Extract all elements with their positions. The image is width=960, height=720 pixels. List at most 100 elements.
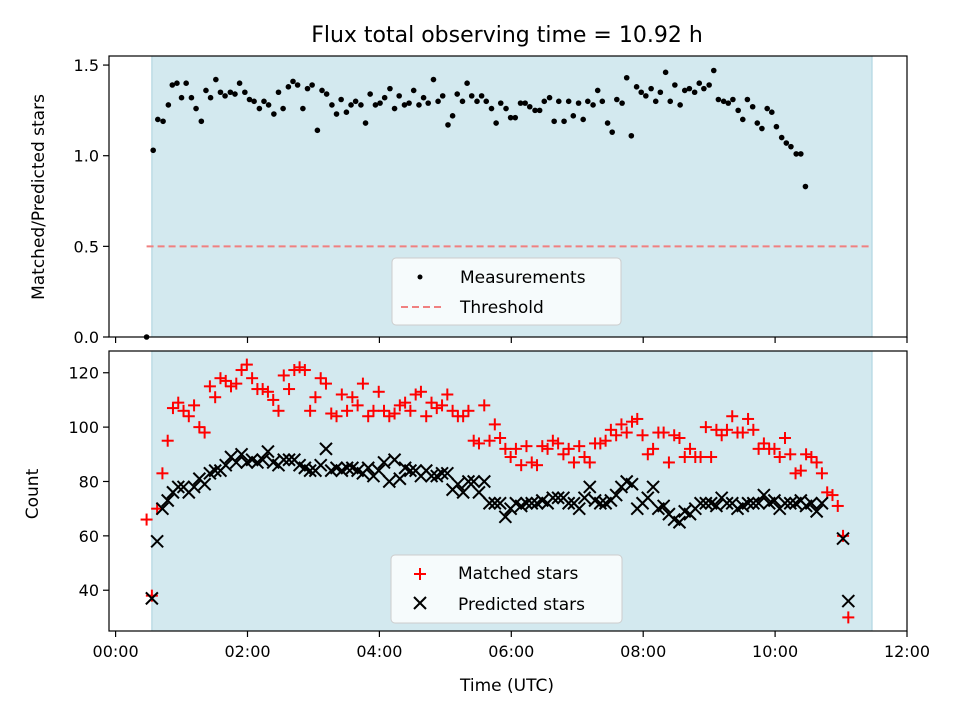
measurement-point: [648, 85, 654, 92]
predicted-star-point: [377, 455, 391, 470]
measurement-point: [198, 118, 205, 125]
x-tick-label: 04:00: [356, 642, 402, 661]
measurement-point: [555, 98, 562, 105]
matched-star-point: [757, 437, 770, 450]
measurement-point: [430, 76, 437, 83]
measurement-point: [459, 98, 466, 105]
measurement-point: [474, 98, 480, 105]
legend: Measurements Threshold: [391, 257, 622, 326]
measurement-point: [261, 98, 267, 105]
matched-star-point: [610, 429, 623, 442]
measurement-point: [793, 151, 800, 157]
matched-star-point: [404, 404, 417, 417]
x-axis-ticks: [114, 337, 908, 343]
matched-star-point: [726, 410, 739, 423]
predicted-star-point: [482, 496, 497, 510]
measurement-point: [464, 80, 470, 86]
measurement-point: [536, 107, 543, 114]
matched-star-point: [362, 410, 375, 423]
measurement-point: [783, 140, 790, 146]
matched-star-point: [842, 611, 855, 624]
matched-star-point: [768, 442, 781, 455]
measurement-point: [570, 113, 577, 119]
measurement-point: [594, 87, 601, 94]
predicted-star-point: [155, 501, 170, 516]
matched-star-point: [620, 426, 633, 439]
matched-star-point: [752, 442, 765, 455]
measurement-point: [174, 80, 180, 86]
predicted-star-point: [277, 453, 291, 467]
measurement-point: [372, 102, 379, 108]
measurement-point: [764, 105, 770, 112]
measurement-point: [222, 93, 228, 99]
measurement-point: [715, 96, 722, 103]
measurement-point: [285, 84, 292, 90]
matched-star-point: [747, 423, 760, 436]
matched-star-point: [673, 431, 686, 444]
matched-star-point: [325, 407, 338, 420]
matched-star-point: [794, 464, 807, 477]
matched-star-point: [736, 426, 749, 439]
legend-label-matched: Matched stars: [458, 564, 578, 584]
legend-marker-predicted: [413, 596, 427, 610]
matched-star-point: [810, 456, 823, 469]
legend-marker-measurements: [417, 274, 423, 280]
predicted-star-point: [767, 493, 782, 508]
matched-star-point: [536, 440, 549, 453]
predicted-star-point: [361, 461, 375, 475]
measurement-point: [410, 87, 417, 94]
matched-star-point: [694, 451, 707, 464]
predicted-star-point: [672, 515, 687, 529]
legend-label-predicted: Predicted stars: [458, 595, 585, 615]
chart-title: Flux total observing time = 10.92 h: [311, 23, 703, 48]
measurement-point: [778, 134, 785, 141]
measurement-point: [730, 96, 736, 103]
matched-star-point: [399, 396, 412, 409]
matched-star-point: [367, 404, 380, 417]
measurement-point: [735, 107, 741, 114]
legend: Matched stars Predicted stars: [390, 554, 623, 624]
measurement-point: [585, 98, 591, 105]
measurement-point: [352, 98, 359, 105]
measurement-point: [662, 69, 669, 76]
matched-star-point: [341, 404, 354, 417]
predicted-star-point: [456, 485, 470, 500]
matched-star-point: [235, 364, 248, 377]
measurement-point: [449, 113, 456, 119]
matched-star-point: [668, 429, 681, 442]
measurement-point: [575, 100, 582, 106]
matched-star-point: [773, 451, 786, 464]
predicted-star-point: [641, 491, 655, 505]
measurement-point: [497, 100, 504, 106]
matched-star-point: [319, 377, 332, 390]
predicted-star-point: [403, 463, 418, 478]
y-tick-label: 0.5: [74, 237, 99, 256]
matched-star-point: [383, 410, 396, 423]
predicted-star-point: [699, 496, 713, 510]
measurement-point: [348, 102, 354, 108]
measurement-point: [387, 85, 393, 92]
matched-star-point: [715, 429, 728, 442]
measurement-point: [160, 118, 166, 125]
matched-star-point: [335, 388, 348, 401]
matched-star-point: [525, 456, 538, 469]
predicted-star-point: [498, 510, 513, 524]
predicted-star-point: [493, 496, 507, 510]
matched-star-point: [546, 434, 559, 447]
predicted-star-point: [577, 491, 592, 505]
measurement-point: [396, 93, 402, 99]
y-axis-label: Matched/Predicted stars: [29, 94, 49, 300]
matched-star-point: [288, 364, 301, 377]
measurement-point: [300, 105, 306, 112]
predicted-star-point: [229, 455, 243, 470]
predicted-star-point: [804, 496, 819, 510]
matched-star-point: [446, 404, 459, 417]
predicted-star-point: [372, 463, 386, 478]
matched-star-point: [172, 396, 185, 409]
y-tick-label: 100: [68, 418, 99, 437]
x-tick-label: 08:00: [620, 642, 666, 661]
predicted-star-point: [609, 488, 623, 502]
matched-star-point: [140, 513, 153, 526]
measurement-point: [503, 105, 509, 112]
predicted-star-point: [709, 499, 724, 513]
